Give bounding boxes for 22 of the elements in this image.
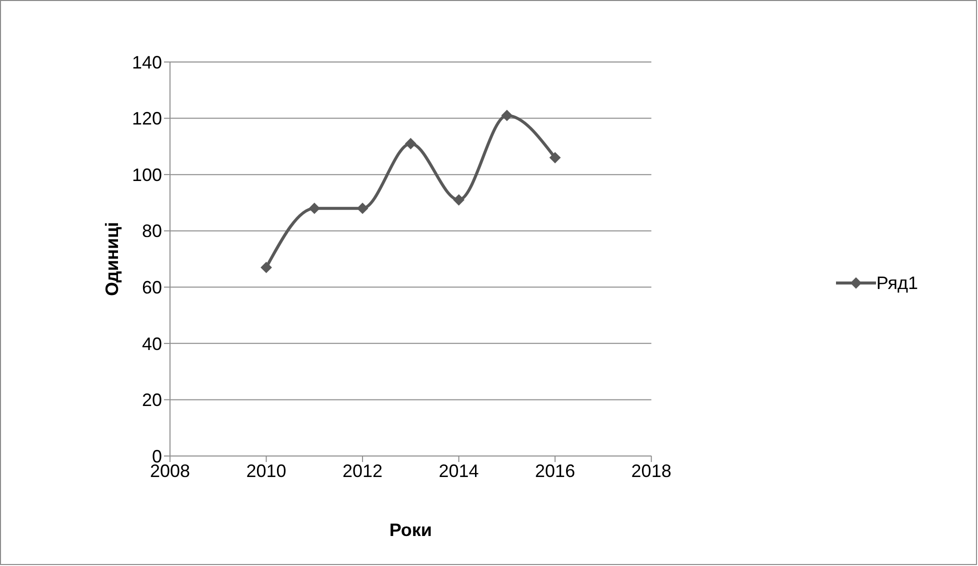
point [501,110,512,121]
point [308,202,320,214]
point [550,152,561,164]
x-tick-label: 2014 [438,460,479,481]
point [260,262,272,273]
y-tick-label: 40 [142,334,162,354]
y-axis-title: Одиниці [102,222,122,296]
y-tick-label: 60 [142,278,162,298]
x-tick-label: 2018 [631,460,672,481]
x-tick-label: 2012 [342,460,383,481]
x-tick-label: 2016 [535,460,576,481]
point [405,138,416,150]
x-axis-title: Роки [389,520,432,540]
x-tick-label: 2010 [246,460,286,481]
legend-label: Ряд1 [876,272,918,294]
y-tick-label: 100 [132,164,162,185]
y-tick-label: 20 [142,390,162,410]
point [453,194,464,206]
point [357,202,368,214]
y-tick-label: 140 [132,52,162,72]
y-tick-label: 120 [132,108,162,129]
y-tick-label: 80 [142,221,162,242]
